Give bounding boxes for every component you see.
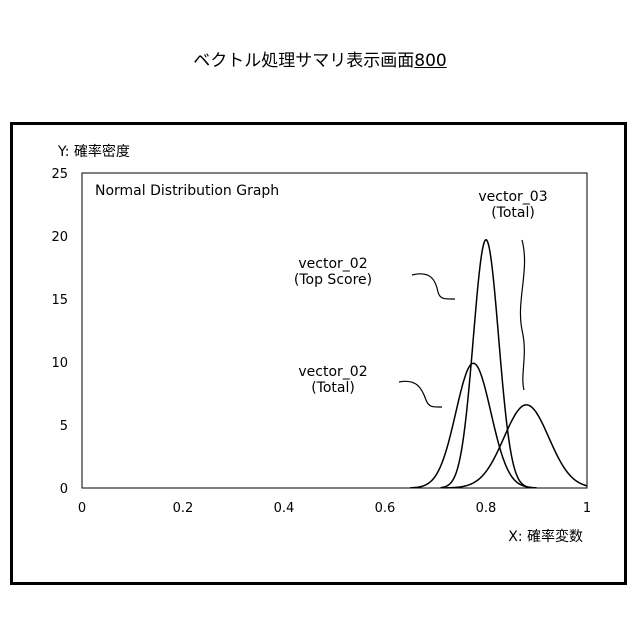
series-label-qualifier: (Top Score): [294, 272, 372, 288]
chart-title: Normal Distribution Graph: [95, 183, 279, 199]
x-tick-label: 0.8: [476, 501, 497, 516]
series-leader-line: [412, 274, 455, 299]
y-tick-label: 0: [60, 482, 68, 497]
x-tick-label: 0.2: [173, 501, 194, 516]
series-leader-line: [520, 240, 524, 390]
y-axis-label: Y: 確率密度: [57, 143, 130, 160]
x-axis-label: X: 確率変数: [508, 528, 583, 545]
x-tick-label: 0.6: [375, 501, 396, 516]
y-tick-label: 25: [51, 167, 68, 182]
series-label-name: vector_03: [478, 189, 547, 205]
series-curve-2: [410, 363, 536, 488]
y-tick-label: 20: [51, 230, 68, 245]
x-tick-label: 0.4: [274, 501, 295, 516]
series-curve-1: [441, 240, 532, 488]
series-label-qualifier: (Total): [311, 380, 355, 396]
series-leader-line: [399, 381, 442, 407]
y-tick-label: 5: [60, 419, 68, 434]
x-tick-label: 0: [78, 501, 86, 516]
x-tick-label: 1: [583, 501, 591, 516]
y-tick-label: 15: [51, 293, 68, 308]
series-label-name: vector_02: [298, 364, 367, 380]
y-tick-label: 10: [51, 356, 68, 371]
series-label-name: vector_02: [298, 256, 367, 272]
series-label-qualifier: (Total): [491, 205, 535, 221]
